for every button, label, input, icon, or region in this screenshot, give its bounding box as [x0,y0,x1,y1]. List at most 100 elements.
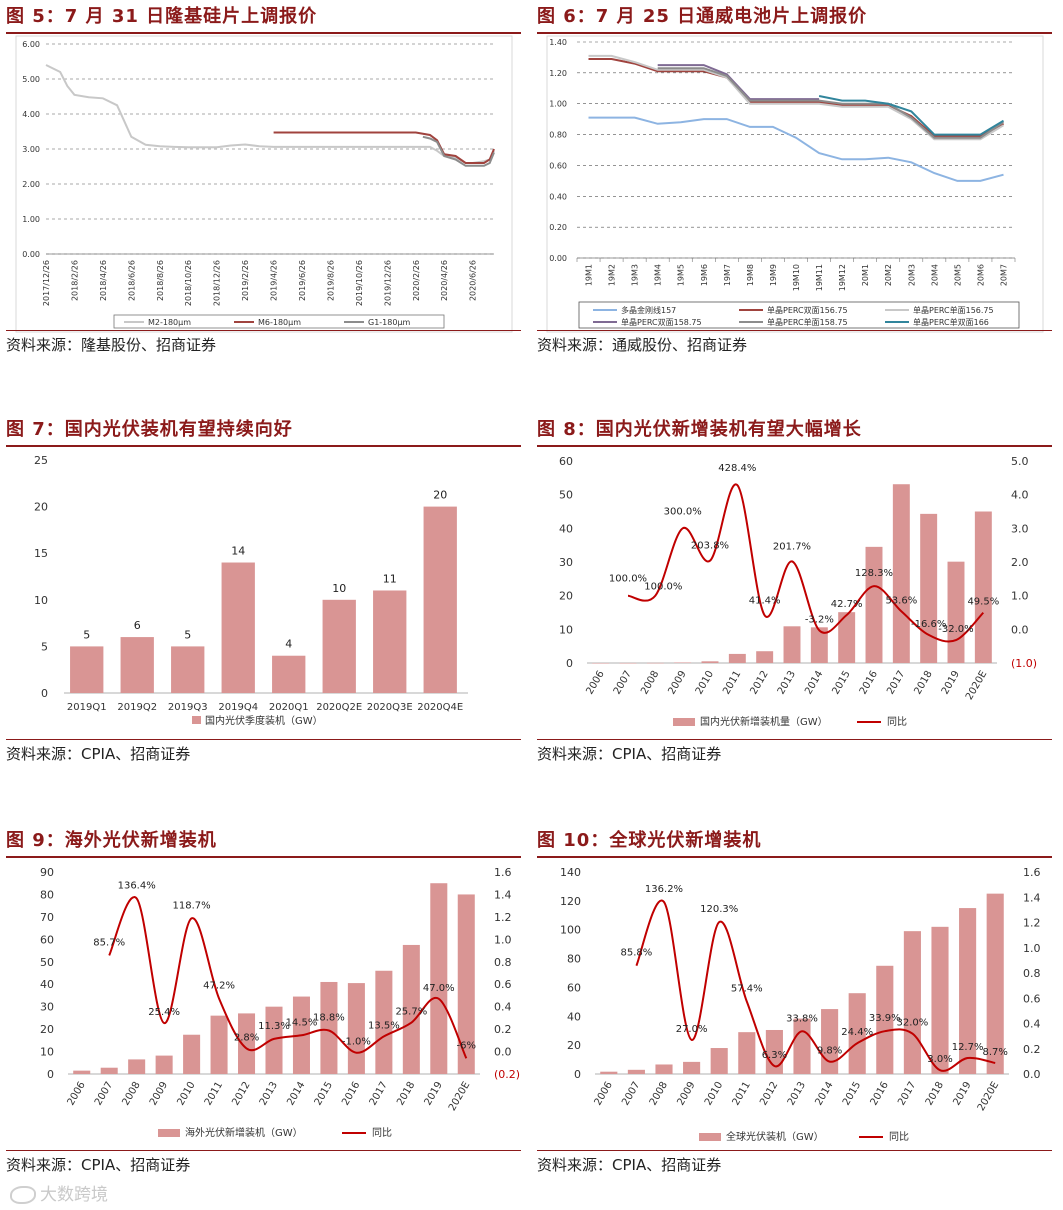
fig7-y-tick: 10 [34,594,48,607]
fig9-bar [320,981,338,1074]
fig10-x-tick: 2013 [786,1080,808,1108]
fig8-bar [728,653,746,663]
fig6-y-tick: 0.20 [549,223,567,232]
fig9-bar [238,1013,256,1074]
fig9-x-tick: 2009 [148,1080,170,1108]
fig8-title-rule [537,445,1052,447]
fig7-y-tick: 5 [41,640,48,653]
fig9-bar [265,1006,283,1074]
fig9-yoy-label: 2.8% [234,1032,259,1043]
panel-fig5: 图 5：7 月 31 日隆基硅片上调报价 0.00 1.00 2.00 3.00 4.0… [6,4,521,356]
panel-fig7: 图 7：国内光伏装机有望持续向好 0 5 10 15 20 25 5 2019Q1 6 2019Q… [6,417,521,767]
fig9-bar [100,1067,118,1074]
fig10-y-left-tick: 0 [574,1068,581,1081]
fig9-y-left-tick: 90 [40,866,54,879]
fig10-y-left-tick: 140 [560,866,581,879]
fig8-y-left-tick: 50 [559,489,573,502]
fig7-x-tick: 2020Q4E [417,702,463,713]
fig10-yoy-label: 57.4% [731,984,763,995]
fig8-y-right-tick: (1.0) [1011,657,1037,670]
fig10-y-right-tick: 0.4 [1023,1018,1041,1031]
fig5-source: 资料来源：隆基股份、招商证券 [6,336,217,354]
fig9-y-left-tick: 50 [40,956,54,969]
fig8-title: 图 8：国内光伏新增装机有望大幅增长 [537,419,862,440]
fig7-bar [373,590,407,693]
fig8-y-right-tick: 2.0 [1011,556,1029,569]
fig9-x-tick: 2013 [258,1080,280,1108]
fig10-bar [627,1069,645,1074]
fig8-bar [674,662,692,663]
fig10-yoy-label: 6.3% [762,1050,787,1061]
fig7-data-label: 11 [383,572,397,585]
fig9-bottom-rule [6,1150,521,1151]
fig8-bar [592,662,610,664]
fig6-series-line [657,64,820,101]
fig7-source: 资料来源：CPIA、招商证券 [6,745,191,763]
fig10-yoy-label: 120.3% [700,904,738,915]
fig10-bar [959,908,977,1074]
fig6-x-tick: 20M7 [999,264,1008,286]
fig5-x-tick: 2018/2/26 [70,260,79,301]
fig8-yoy-line [627,483,985,643]
fig10-y-left-tick: 120 [560,895,581,908]
fig6-source: 资料来源：通威股份、招商证券 [537,336,748,354]
fig10-y-right-tick: 1.4 [1023,891,1041,904]
fig10-y-left-tick: 80 [567,953,581,966]
fig5-x-tick: 2019/2/26 [241,260,250,301]
fig5-x-tick: 2019/8/26 [326,260,335,301]
fig10-x-tick: 2015 [841,1080,863,1108]
fig8-bar [646,662,664,664]
fig7-x-tick: 2019Q1 [67,702,107,713]
fig8-bottom-rule [537,739,1052,740]
fig6-legend-label: 单晶PERC双面156.75 [767,305,848,315]
fig8-yoy-label: 49.5% [967,597,999,608]
fig6-legend-label: 单晶PERC双面158.75 [621,317,702,327]
fig9-yoy-label: -6% [457,1040,476,1051]
fig6-series-line [588,54,1005,141]
fig9-bar [128,1059,146,1074]
fig6-legend-label: 多晶金刚线157 [621,305,676,315]
fig6-x-tick: 20M6 [976,264,985,286]
fig5-legend-box [113,314,445,329]
fig10-bar [738,1032,756,1074]
fig5-x-tick: 2018/10/26 [184,260,193,306]
fig8-yoy-label: 201.7% [773,541,811,552]
fig9-x-tick: 2011 [203,1080,225,1108]
fig10-yoy-label: 12.7% [952,1042,984,1053]
fig5-x-tick: 2020/6/26 [469,260,478,301]
fig7-title: 图 7：国内光伏装机有望持续向好 [6,419,293,440]
fig7-data-label: 20 [433,489,447,502]
fig10-yoy-label: 27.0% [676,1024,708,1035]
fig10-bar [683,1061,701,1074]
fig10-x-tick: 2007 [620,1080,642,1108]
fig10-bar [655,1064,673,1074]
fig9-x-tick: 2014 [285,1080,307,1108]
fig10-yoy-label: 85.8% [621,948,653,959]
fig10-y-right-tick: 1.6 [1023,866,1041,879]
fig5-legend-label: G1-180μm [368,318,411,327]
fig6-frame [546,35,1044,333]
fig5-x-tick: 2020/2/26 [412,260,421,301]
fig10-source: 资料来源：CPIA、招商证券 [537,1156,722,1174]
fig10-x-tick: 2011 [731,1080,753,1108]
fig9-x-tick: 2008 [120,1080,142,1108]
fig9-yoy-label: 25.7% [395,1007,427,1018]
fig10-y-right-tick: 1.2 [1023,917,1041,930]
fig8-x-tick: 2020E [964,669,989,702]
fig10-yoy-label: 33.8% [786,1013,818,1024]
fig7-data-label: 10 [332,582,346,595]
fig8-x-tick: 2006 [584,669,606,697]
fig9-x-tick: 2018 [395,1080,417,1108]
fig5-x-tick: 2018/6/26 [127,260,136,301]
fig10-x-tick: 2009 [675,1080,697,1108]
fig10-y-left-tick: 20 [567,1039,581,1052]
fig8-yoy-label: 100.0% [609,574,647,585]
fig8-yoy-label: -16.6% [911,619,946,630]
fig8-yoy-label: -3.2% [805,614,834,625]
fig8-x-tick: 2013 [776,669,798,697]
fig6-x-tick: 19M2 [608,264,617,286]
fig8-legend-bar-swatch [673,718,695,726]
fig9-y-right-tick: 0.4 [494,1001,512,1014]
fig8-y-left-tick: 0 [566,657,573,670]
fig8-x-tick: 2010 [694,669,716,697]
